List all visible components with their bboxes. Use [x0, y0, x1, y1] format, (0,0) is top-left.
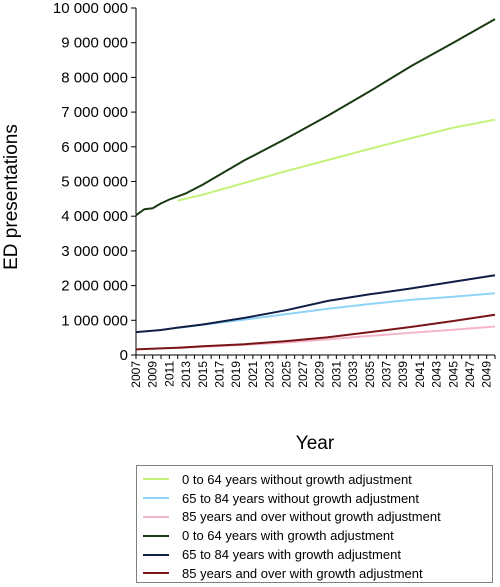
series-line: [135, 18, 496, 217]
legend-label: 0 to 64 years without growth adjustment: [182, 471, 412, 487]
series-line: [135, 313, 496, 351]
y-tick-label: 8 000 000: [61, 69, 128, 86]
legend-item: 0 to 64 years without growth adjustment: [143, 470, 492, 489]
x-tick-label: 2033: [346, 361, 360, 388]
y-tick-label: 5 000 000: [61, 174, 128, 191]
series-line: [177, 118, 496, 202]
x-tick-label: 2039: [396, 361, 410, 388]
legend-swatch: [143, 478, 169, 481]
y-tick-label: 9 000 000: [61, 35, 128, 52]
x-tick-label: 2035: [363, 361, 377, 388]
chart-legend: 0 to 64 years without growth adjustment 6…: [136, 465, 493, 583]
x-tick-label: 2023: [263, 361, 277, 388]
x-tick-label: 2029: [313, 361, 327, 388]
legend-label: 85 years and over with growth adjustment: [182, 565, 423, 581]
y-tick-label: 3 000 000: [61, 243, 128, 260]
x-tick-label: 2017: [212, 361, 226, 388]
x-tick-label: 2037: [379, 361, 393, 388]
y-axis-title: ED presentations: [1, 124, 22, 270]
y-tick-label: 6 000 000: [61, 139, 128, 156]
x-tick-label: 2041: [413, 361, 427, 388]
line-chart: 0 1 000 000 2 000 000 3 000 000 4 000 000 5 0…: [1, 0, 496, 454]
legend-label: 85 years and over without growth adjustm…: [182, 509, 441, 525]
x-tick-label: 2043: [430, 361, 444, 388]
x-tick-label: 2049: [480, 361, 494, 388]
y-tick-label: 2 000 000: [61, 278, 128, 295]
legend-item: 65 to 84 years without growth adjustment: [143, 489, 492, 508]
legend-swatch: [143, 515, 169, 518]
legend-swatch: [143, 553, 169, 556]
x-tick-label: 2025: [279, 361, 293, 388]
x-tick-label: 2019: [229, 361, 243, 388]
x-axis: 2007 2009 2011 2013 2015 2017 2019 2021 2023 2025…: [129, 354, 496, 388]
x-tick-label: 2021: [246, 361, 260, 388]
x-tick-label: 2015: [196, 361, 210, 388]
legend-label: 65 to 84 years with growth adjustment: [182, 547, 401, 563]
x-tick-label: 2047: [463, 361, 477, 388]
legend-swatch: [143, 497, 169, 500]
legend-item: 85 years and over with growth adjustment: [143, 564, 492, 583]
y-axis: 0 1 000 000 2 000 000 3 000 000 4 000 000 5 0…: [53, 0, 137, 364]
x-tick-label: 2031: [329, 361, 343, 388]
x-tick-label: 2007: [129, 361, 143, 388]
x-axis-title: Year: [296, 433, 335, 454]
legend-item: 0 to 64 years with growth adjustment: [143, 526, 492, 545]
y-tick-label: 1 000 000: [61, 312, 128, 329]
y-tick-label: 10 000 000: [53, 0, 128, 17]
x-tick-label: 2045: [446, 361, 460, 388]
y-tick-label: 7 000 000: [61, 104, 128, 121]
legend-swatch: [143, 534, 169, 537]
y-tick-label: 0: [120, 347, 128, 364]
legend-label: 0 to 64 years with growth adjustment: [182, 528, 394, 544]
x-tick-label: 2027: [296, 361, 310, 388]
legend-swatch: [143, 572, 169, 575]
y-tick-label: 4 000 000: [61, 208, 128, 225]
series-line: [135, 274, 496, 334]
series-lines: [135, 18, 496, 351]
x-tick-label: 2011: [162, 361, 176, 387]
legend-item: 85 years and over without growth adjustm…: [143, 508, 492, 527]
legend-label: 65 to 84 years without growth adjustment: [182, 490, 420, 506]
x-tick-label: 2013: [179, 361, 193, 388]
x-tick-label: 2009: [146, 361, 160, 388]
legend-item: 65 to 84 years with growth adjustment: [143, 545, 492, 564]
